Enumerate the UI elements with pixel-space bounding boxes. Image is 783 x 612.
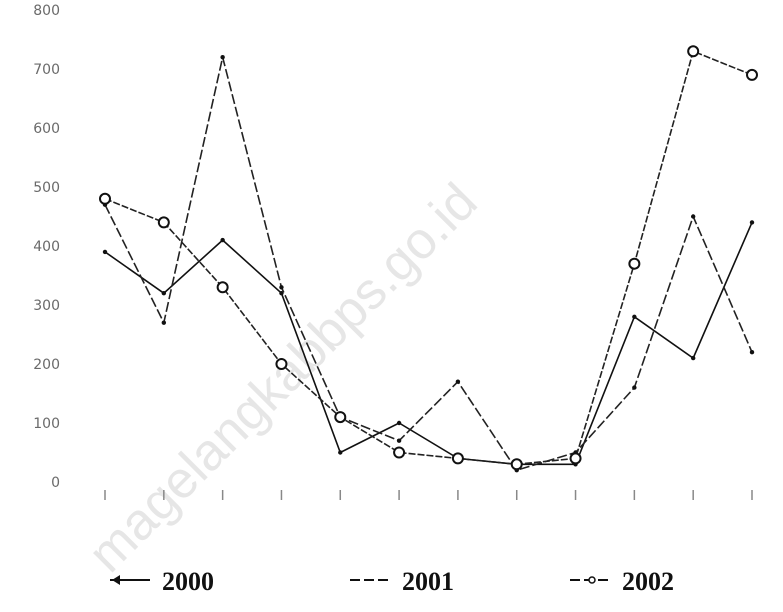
data-point-2001 xyxy=(396,438,402,443)
data-point-2000 xyxy=(279,291,284,296)
data-point-2002 xyxy=(451,452,464,465)
data-point-2000 xyxy=(220,237,225,243)
data-point-2001 xyxy=(749,350,755,355)
data-point-2000 xyxy=(396,420,402,426)
data-point-2000 xyxy=(690,355,696,361)
data-point-2001 xyxy=(690,214,696,219)
data-point-2000 xyxy=(749,220,755,225)
data-point-2002 xyxy=(157,216,170,229)
data-point-2002 xyxy=(99,192,111,205)
y-axis: 0 100 200 300 400 500 600 700 800 xyxy=(33,3,60,491)
legend-label-2001: 2001 xyxy=(402,567,454,596)
legend-marker-icon xyxy=(588,576,596,584)
data-point-2002 xyxy=(746,68,758,81)
y-tick-label: 100 xyxy=(33,416,60,432)
data-point-2002 xyxy=(510,458,523,471)
data-point-2001 xyxy=(279,285,284,290)
y-tick-label: 300 xyxy=(33,298,60,314)
data-point-2000 xyxy=(632,314,637,319)
data-point-2001 xyxy=(161,320,167,325)
data-point-2002 xyxy=(628,257,641,270)
data-point-2001 xyxy=(632,385,637,390)
y-tick-label: 400 xyxy=(33,239,60,255)
series-line-2002 xyxy=(104,50,753,466)
data-point-2000 xyxy=(161,291,167,296)
data-point-2000 xyxy=(338,450,343,455)
series-layer xyxy=(99,45,758,473)
data-point-2001 xyxy=(455,379,461,384)
legend-label-2002: 2002 xyxy=(622,567,674,596)
data-point-2002 xyxy=(393,446,406,459)
data-point-2002 xyxy=(687,45,700,58)
data-point-2001 xyxy=(220,55,225,60)
watermark: magelangkabbps.go.id xyxy=(77,172,488,583)
y-tick-label: 500 xyxy=(33,180,60,196)
y-tick-label: 0 xyxy=(51,475,60,491)
legend-arrow-icon xyxy=(112,575,120,585)
legend-label-2000: 2000 xyxy=(162,567,214,596)
data-point-2002 xyxy=(275,358,288,370)
y-tick-label: 200 xyxy=(33,357,60,373)
legend: 2000 2001 2002 xyxy=(110,567,674,596)
y-tick-label: 700 xyxy=(33,62,60,78)
data-point-2002 xyxy=(216,281,229,294)
data-point-2002 xyxy=(334,411,347,424)
data-point-2000 xyxy=(102,249,108,255)
y-tick-label: 600 xyxy=(33,121,60,137)
x-axis-ticks xyxy=(104,490,753,500)
y-tick-label: 800 xyxy=(33,3,60,19)
series-line-2001 xyxy=(104,57,753,472)
data-point-2002 xyxy=(569,452,582,465)
series-line-2000 xyxy=(104,222,753,466)
